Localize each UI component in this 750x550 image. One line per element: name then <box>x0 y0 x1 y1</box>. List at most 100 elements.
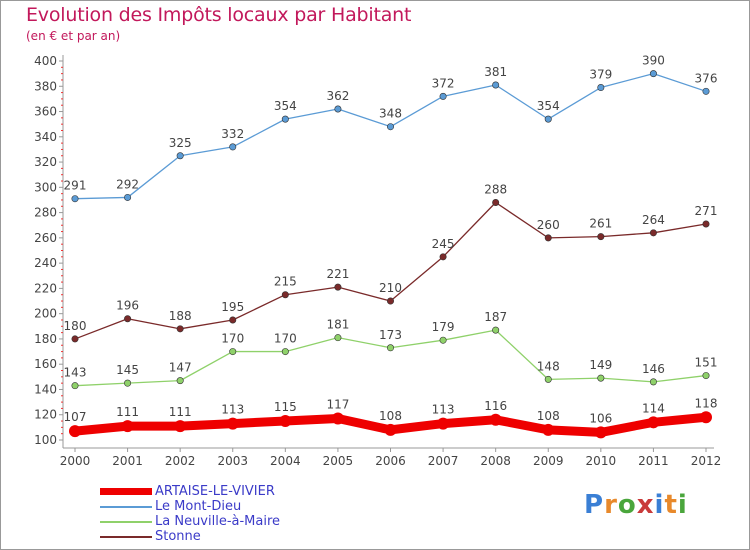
y-tick-label: 260 <box>34 231 57 245</box>
data-label: 180 <box>64 319 87 333</box>
legend-label-stonne: Stonne <box>155 529 201 544</box>
data-point <box>597 374 605 382</box>
data-point <box>649 229 657 237</box>
data-point <box>386 297 394 305</box>
data-label: 260 <box>537 218 560 232</box>
data-label: 261 <box>589 217 612 231</box>
chart-title: Evolution des Impôts locaux par Habitant <box>26 4 412 26</box>
data-label: 170 <box>274 332 297 346</box>
data-label: 354 <box>537 99 560 113</box>
x-tick-label: 2003 <box>217 454 248 468</box>
legend-swatch-artaise <box>100 488 152 495</box>
data-point <box>334 105 342 113</box>
legend-item-mont-dieu: Le Mont-Dieu <box>100 499 360 514</box>
chart-subtitle: (en € et par an) <box>26 29 121 43</box>
logo-letter: r <box>604 490 618 520</box>
data-point <box>124 379 132 387</box>
data-label: 376 <box>695 71 718 85</box>
chart-legend: ARTAISE-LE-VIVIER Le Mont-Dieu La Neuvil… <box>100 484 360 544</box>
y-tick-label: 400 <box>34 54 57 68</box>
data-label: 117 <box>326 398 349 412</box>
data-label: 170 <box>221 332 244 346</box>
legend-item-stonne: Stonne <box>100 529 360 544</box>
y-tick-label: 320 <box>34 155 57 169</box>
data-label: 115 <box>274 400 297 414</box>
data-point <box>121 420 134 433</box>
y-tick-label: 340 <box>34 130 57 144</box>
data-label: 221 <box>326 267 349 281</box>
legend-swatch-neuville <box>100 521 152 523</box>
data-point <box>386 123 394 131</box>
data-point <box>649 70 657 78</box>
data-point <box>69 425 81 438</box>
data-point <box>229 348 237 356</box>
data-label: 264 <box>642 213 665 227</box>
data-point <box>281 348 289 356</box>
data-point <box>71 382 79 390</box>
data-point <box>439 336 447 344</box>
x-tick-label: 2007 <box>428 454 459 468</box>
legend-label-artaise: ARTAISE-LE-VIVIER <box>155 484 275 499</box>
legend-label-neuville: La Neuville-à-Maire <box>155 514 281 529</box>
data-point <box>542 423 555 436</box>
data-label: 111 <box>116 405 139 419</box>
data-point <box>492 326 500 334</box>
data-label: 379 <box>589 68 612 82</box>
logo-letter: o <box>617 490 637 520</box>
data-label: 116 <box>484 399 507 413</box>
data-point <box>492 198 500 206</box>
data-label: 271 <box>695 204 718 218</box>
data-point <box>594 426 607 439</box>
data-point <box>702 372 710 380</box>
data-label: 111 <box>169 405 192 419</box>
data-label: 181 <box>326 318 349 332</box>
x-tick-label: 2010 <box>586 454 617 468</box>
legend-item-artaise: ARTAISE-LE-VIVIER <box>100 484 360 499</box>
data-point <box>124 193 132 201</box>
data-point <box>437 417 450 430</box>
y-tick-label: 160 <box>34 357 57 371</box>
data-point <box>439 92 447 100</box>
x-tick-label: 2004 <box>270 454 301 468</box>
data-point <box>176 325 184 333</box>
logo-letter: i <box>677 490 688 520</box>
x-tick-label: 2005 <box>323 454 354 468</box>
data-point <box>647 416 660 429</box>
data-label: 145 <box>116 363 139 377</box>
data-label: 288 <box>484 182 507 196</box>
data-point <box>386 344 394 352</box>
data-label: 348 <box>379 107 402 121</box>
data-point <box>71 335 79 343</box>
data-label: 362 <box>326 89 349 103</box>
data-label: 107 <box>64 410 87 424</box>
data-point <box>334 334 342 342</box>
data-point <box>702 220 710 228</box>
data-label: 332 <box>221 127 244 141</box>
data-point <box>281 115 289 123</box>
y-tick-label: 220 <box>34 281 57 295</box>
y-tick-label: 240 <box>34 256 57 270</box>
y-tick-label: 360 <box>34 105 57 119</box>
logo-letter: i <box>654 490 665 520</box>
data-label: 245 <box>432 237 455 251</box>
data-label: 108 <box>537 409 560 423</box>
data-point <box>544 375 552 383</box>
data-label: 372 <box>432 76 455 90</box>
data-point <box>279 415 292 428</box>
data-point <box>702 87 710 95</box>
y-tick-label: 380 <box>34 79 57 93</box>
legend-item-neuville: La Neuville-à-Maire <box>100 514 360 529</box>
data-point <box>597 84 605 92</box>
data-label: 390 <box>642 54 665 68</box>
data-label: 151 <box>695 356 718 370</box>
data-label: 188 <box>169 309 192 323</box>
data-label: 108 <box>379 409 402 423</box>
data-label: 325 <box>169 136 192 150</box>
data-label: 149 <box>589 358 612 372</box>
logo-letter: P <box>584 490 605 520</box>
legend-swatch-mont-dieu <box>100 506 152 508</box>
data-point <box>597 233 605 241</box>
y-tick-label: 120 <box>34 408 57 422</box>
